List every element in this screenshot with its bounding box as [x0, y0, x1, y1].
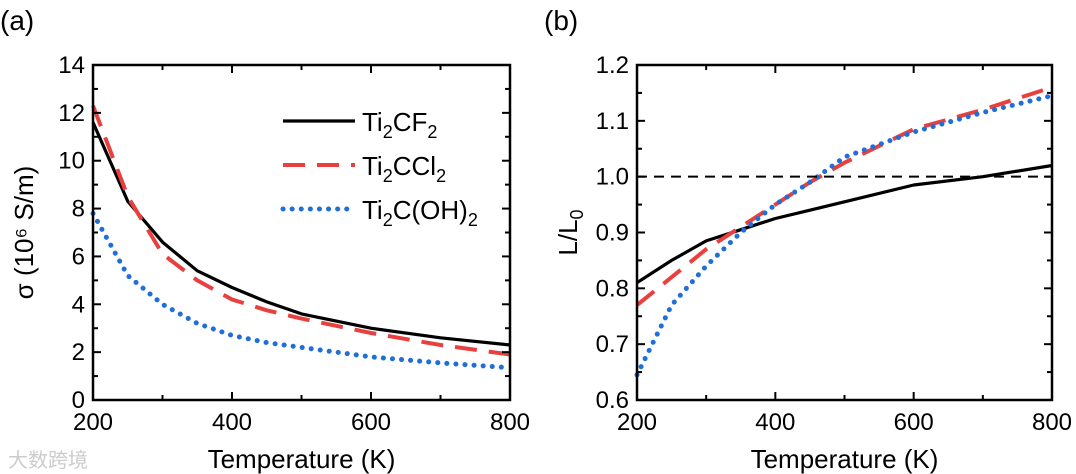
x-tick-label: 600: [351, 409, 391, 436]
y-tick-label: 1.0: [596, 164, 629, 191]
legend-text: Ti: [362, 107, 383, 137]
legend-subscript: 2: [436, 166, 446, 186]
x-axis-label: Temperature (K): [208, 444, 396, 474]
legend-text: CCl: [393, 151, 436, 181]
series-line-ti2cf2: [91, 121, 511, 347]
legend-subscript: 2: [383, 166, 393, 186]
y-axis-label: σ (10⁶ S/m): [9, 166, 39, 300]
legend-label: Ti2CCl2: [362, 151, 446, 186]
panel-label: (b): [544, 5, 578, 36]
y-tick-label: 4: [72, 291, 85, 318]
y-axis-label: L/L0: [553, 209, 587, 255]
y-tick-label: 10: [58, 148, 85, 175]
x-axis-label: Temperature (K): [751, 444, 939, 474]
y-tick-label: 0.8: [596, 275, 629, 302]
y-tick-label: 0.7: [596, 331, 629, 358]
y-label-subscript: 0: [567, 209, 587, 219]
y-tick-label: 6: [72, 243, 85, 270]
y-tick-label: 12: [58, 100, 85, 127]
series-line-ti2coh2: [634, 93, 1055, 378]
legend-text: CF: [393, 107, 428, 137]
legend-text: Ti: [362, 151, 383, 181]
y-tick-label: 1.1: [596, 108, 629, 135]
legend-text: Ti: [362, 195, 383, 225]
legend-subscript: 2: [468, 210, 478, 230]
y-tick-label: 1.2: [596, 52, 629, 79]
y-tick-label: 14: [58, 52, 85, 79]
y-label-part: L/L: [553, 219, 583, 255]
x-tick-label: 600: [894, 409, 934, 436]
y-tick-label: 0.9: [596, 220, 629, 247]
panel-b: (b) 200 400 600 800 0.6 0.7 0.8 0.9 1.0 1.1 1.2 Temp…: [544, 5, 1072, 474]
x-tick-label: 200: [617, 409, 657, 436]
legend-subscript: 2: [427, 122, 437, 142]
legend-subscript: 2: [383, 210, 393, 230]
x-tick-label: 200: [73, 409, 113, 436]
series-line-ti2ccl2: [91, 104, 511, 357]
legend-label: Ti2C(OH)2: [362, 195, 478, 230]
y-tick-label: 8: [72, 196, 85, 223]
x-tick-label: 800: [490, 409, 530, 436]
series-line-ti2cf2: [636, 163, 1053, 285]
x-tick-label: 800: [1032, 409, 1072, 436]
legend-subscript: 2: [383, 122, 393, 142]
y-tick-label: 0.6: [596, 387, 629, 414]
y-tick-label: 0: [72, 387, 85, 414]
x-tick-label: 400: [755, 409, 795, 436]
legend-text: C(OH): [393, 195, 468, 225]
x-tick-label: 400: [212, 409, 252, 436]
panel-label: (a): [0, 5, 34, 36]
plot-frame: [635, 63, 1054, 402]
y-tick-label: 2: [72, 339, 85, 366]
legend-label: Ti2CF2: [362, 107, 437, 142]
panel-a: (a) 200 400 600 800 0 2 4 6 8 10 12 14 Temperature (K…: [0, 5, 530, 474]
watermark: 大数跨境: [8, 448, 88, 472]
series-line-ti2coh2: [90, 210, 513, 371]
